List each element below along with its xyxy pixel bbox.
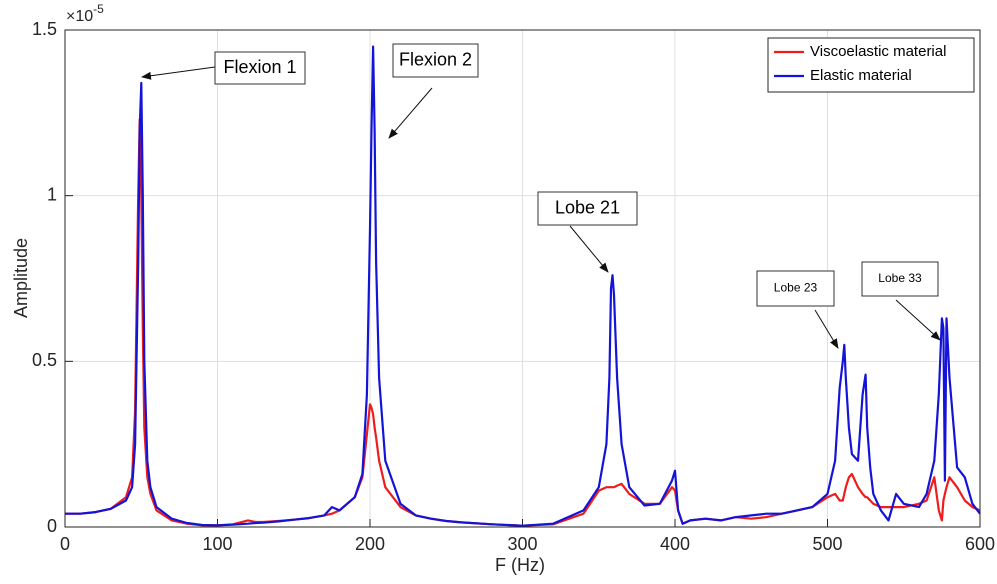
x-tick-label: 300 [507,534,537,554]
y-tick-label: 0.5 [32,350,57,370]
x-tick-label: 500 [812,534,842,554]
annotation-text: Flexion 2 [399,49,472,69]
axes-box [64,29,981,528]
annotation-text: Flexion 1 [223,57,296,77]
annotation-arrow [814,309,839,349]
annotation-text: Lobe 21 [555,197,620,217]
annotation-text: Lobe 33 [878,271,922,285]
legend-label: Viscoelastic material [810,43,946,60]
multiplier-base: ×10 [66,8,93,25]
annotation-arrow [895,299,941,341]
series-line [65,45,981,527]
annotation-box [392,43,479,78]
annotation-arrow [569,225,609,273]
x-tick-label: 200 [355,534,385,554]
annotation-box [537,191,638,226]
legend-label: Elastic material [810,67,912,84]
x-axis-label: F (Hz) [495,555,545,575]
x-tick-label: 600 [965,534,995,554]
annotation-box [861,261,939,297]
x-tick-label: 100 [202,534,232,554]
multiplier: ×10-5 [66,2,104,25]
multiplier-exponent: -5 [93,2,104,16]
annotation-arrow [141,66,216,80]
annotation-text: Lobe 23 [774,281,818,295]
y-tick-label: 1 [47,184,57,204]
y-tick-label: 0 [47,516,57,536]
annotation-box [756,270,835,307]
x-tick-label: 400 [660,534,690,554]
annotation-arrow [388,87,433,139]
y-tick-label: 1.5 [32,19,57,39]
annotation-box [214,51,306,85]
legend-box [767,37,975,93]
x-tick-label: 0 [60,534,70,554]
y-axis-label: Amplitude [11,238,31,318]
